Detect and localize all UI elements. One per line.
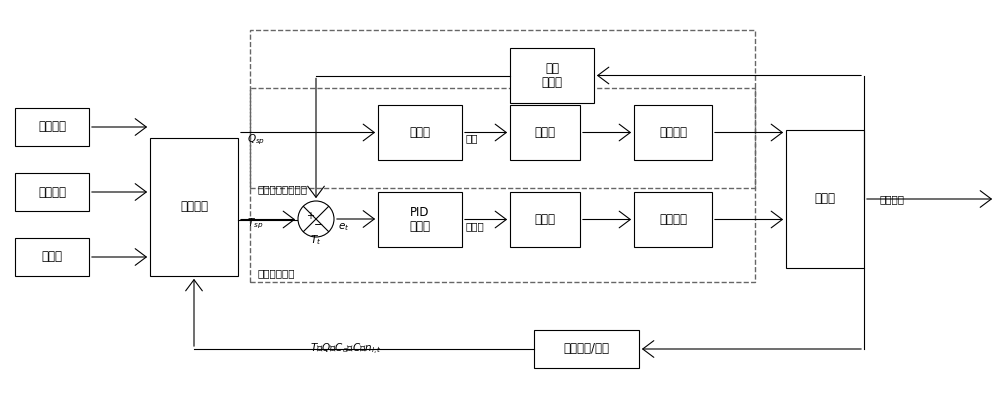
Text: 数据采集/计算: 数据采集/计算 bbox=[564, 343, 610, 356]
Text: 占空比: 占空比 bbox=[465, 221, 484, 231]
Bar bbox=[250, 30, 755, 282]
Text: $Q_{sp}$: $Q_{sp}$ bbox=[247, 133, 265, 147]
Text: 目标函数: 目标函数 bbox=[38, 185, 66, 198]
Bar bbox=[250, 88, 755, 188]
Text: 执行机构: 执行机构 bbox=[659, 213, 687, 226]
Text: 脉冲: 脉冲 bbox=[465, 133, 478, 143]
Bar bbox=[15, 238, 89, 276]
Bar bbox=[378, 192, 462, 247]
Text: 优化计算: 优化计算 bbox=[180, 200, 208, 213]
Bar bbox=[786, 130, 864, 268]
Bar bbox=[15, 173, 89, 211]
Bar bbox=[534, 330, 639, 368]
Bar bbox=[15, 108, 89, 146]
Text: 结晶器: 结晶器 bbox=[814, 192, 836, 206]
Text: 温度
传感器: 温度 传感器 bbox=[542, 61, 562, 89]
Text: +: + bbox=[306, 211, 314, 221]
Text: 驱动器: 驱动器 bbox=[534, 126, 556, 139]
Circle shape bbox=[298, 201, 334, 237]
Text: 执行机构: 执行机构 bbox=[659, 126, 687, 139]
Bar bbox=[634, 192, 712, 247]
Text: 控制器: 控制器 bbox=[410, 126, 430, 139]
Text: $T_t$: $T_t$ bbox=[310, 233, 321, 247]
Text: 平均粒径: 平均粒径 bbox=[880, 194, 905, 204]
Text: 乙醇流加控制系统: 乙醇流加控制系统 bbox=[258, 184, 308, 194]
Text: $T$、$Q$、$C_{a}$、$C$、$n_{l,t}$: $T$、$Q$、$C_{a}$、$C$、$n_{l,t}$ bbox=[310, 341, 382, 356]
Bar bbox=[634, 105, 712, 160]
Bar bbox=[378, 105, 462, 160]
Text: PID
控制器: PID 控制器 bbox=[410, 206, 430, 234]
Bar bbox=[510, 192, 580, 247]
Text: 初始值: 初始值 bbox=[42, 251, 62, 263]
Text: 约束条件: 约束条件 bbox=[38, 120, 66, 133]
Text: $T_{sp}$: $T_{sp}$ bbox=[247, 217, 263, 231]
Text: $e_t$: $e_t$ bbox=[338, 221, 349, 233]
Bar bbox=[150, 138, 238, 276]
Text: 温度控制系统: 温度控制系统 bbox=[258, 268, 296, 278]
Text: −: − bbox=[314, 220, 323, 230]
Bar bbox=[510, 105, 580, 160]
Bar bbox=[510, 48, 594, 103]
Text: 驱动器: 驱动器 bbox=[534, 213, 556, 226]
